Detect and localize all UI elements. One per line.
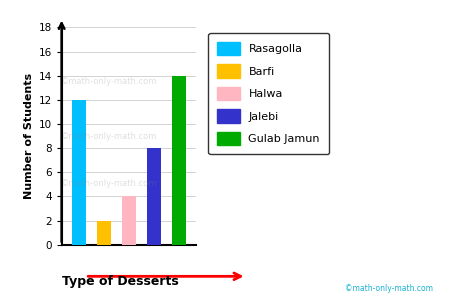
Text: ©math-only-math.com: ©math-only-math.com <box>61 77 157 86</box>
Bar <box>122 196 136 245</box>
Text: Type of Desserts: Type of Desserts <box>62 275 178 288</box>
Bar <box>72 100 86 245</box>
Legend: Rasagolla, Barfi, Halwa, Jalebi, Gulab Jamun: Rasagolla, Barfi, Halwa, Jalebi, Gulab J… <box>209 33 329 154</box>
Y-axis label: Number of Students: Number of Students <box>25 73 35 199</box>
Bar <box>147 148 161 245</box>
Text: ©math-only-math.com: ©math-only-math.com <box>345 284 433 293</box>
Text: ©math-only-math.com: ©math-only-math.com <box>61 132 157 140</box>
Text: ©math-only-math.com: ©math-only-math.com <box>61 179 157 188</box>
Bar <box>172 76 186 245</box>
Bar <box>97 220 111 245</box>
